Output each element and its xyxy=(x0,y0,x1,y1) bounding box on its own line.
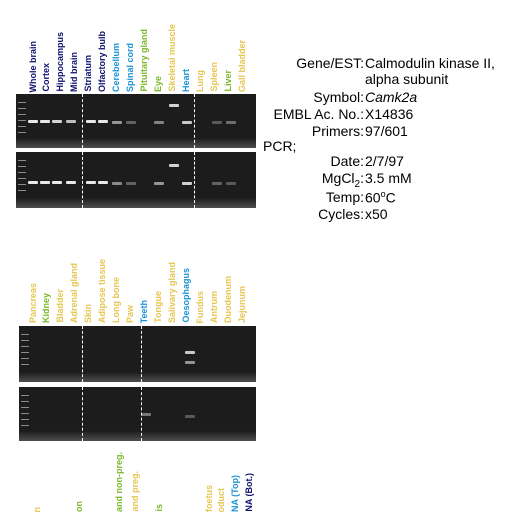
lane-label: NA (Bot.) xyxy=(244,473,254,512)
lane-label: Long bone xyxy=(111,277,121,323)
gel-image-mid-lower xyxy=(19,387,256,441)
gel-image-top-lower xyxy=(16,152,256,208)
lane-label: Bladder xyxy=(55,289,65,323)
lane-label: Spleen xyxy=(209,62,219,92)
lane-label: Pituitary gland xyxy=(139,29,149,92)
primers-key: Primers: xyxy=(311,123,364,139)
cycles-value: x50 xyxy=(365,206,388,222)
gene-value-line2: alpha subunit xyxy=(365,71,449,87)
lane-label: Antrum xyxy=(209,291,219,323)
date-key: Date: xyxy=(330,153,364,169)
symbol-value: Camk2a xyxy=(365,89,418,105)
bottom-lane-labels: n on and non-preg. and preg. is foetus oduct NA… xyxy=(28,447,268,512)
lane-label: Olfactory bulb xyxy=(97,30,107,92)
lane-label: Lung xyxy=(195,70,205,92)
lane-label: Fundus xyxy=(195,290,205,324)
lane-label: Duodenum xyxy=(223,276,233,323)
lane-label: and non-preg. xyxy=(114,452,124,512)
gene-key: Gene/EST: xyxy=(296,55,364,71)
lane-label: Adipose tissue xyxy=(97,258,107,323)
mgcl2-key: MgCl2: xyxy=(321,170,364,190)
lane-label: is xyxy=(154,504,164,512)
info-panel: Gene/EST: Calmodulin kinase II, alpha su… xyxy=(260,55,512,225)
lane-label: Liver xyxy=(223,70,233,92)
lane-label: NA (Top) xyxy=(230,475,240,512)
lane-label: Paw xyxy=(125,304,135,323)
temp-key: Temp: xyxy=(325,189,364,205)
lane-label: Tongue xyxy=(153,291,163,323)
lane-label: and preg. xyxy=(130,471,140,512)
gel-image-top-upper xyxy=(16,94,256,148)
cycles-key: Cycles: xyxy=(318,206,364,222)
lane-label: Mid brain xyxy=(69,52,79,92)
lane-label: Heart xyxy=(181,68,191,92)
symbol-key: Symbol: xyxy=(313,89,364,105)
lane-label: on xyxy=(74,501,84,512)
embl-key: EMBL Ac. No.: xyxy=(273,106,364,122)
lane-label: Whole brain xyxy=(28,40,38,93)
primers-value: 97/601 xyxy=(365,123,408,139)
lane-label: Cerebellum xyxy=(111,42,121,92)
lane-label: Teeth xyxy=(139,299,149,323)
lane-label: Oesophagus xyxy=(181,268,191,323)
lane-label: Jejunum xyxy=(237,285,247,323)
embl-value: X14836 xyxy=(365,106,414,122)
lane-label: Kidney xyxy=(41,292,51,323)
gene-value-line1: Calmodulin kinase II, xyxy=(365,55,495,71)
temp-value: 60oC xyxy=(365,189,396,206)
lane-label: oduct xyxy=(216,487,226,512)
lane-label: Eye xyxy=(153,75,163,92)
mgcl2-value: 3.5 mM xyxy=(365,170,412,186)
lane-label: Pancreas xyxy=(28,282,38,323)
lane-label: Gall bladder xyxy=(237,39,247,92)
date-value: 2/7/97 xyxy=(365,153,404,169)
lane-label: Salivary gland xyxy=(167,261,177,323)
lane-label: Skin xyxy=(83,303,93,323)
lane-label: Skeletal muscle xyxy=(167,24,177,92)
lane-label: Adrenal gland xyxy=(69,262,79,323)
pcr-label: PCR; xyxy=(263,138,297,154)
gel-image-mid-upper xyxy=(19,326,256,382)
lane-label: n xyxy=(32,506,42,512)
top-lane-labels: Whole brain Cortex Hippocampus Mid brain Str… xyxy=(28,2,268,92)
lane-label: Spinal cord xyxy=(125,42,135,92)
lane-label: Hippocampus xyxy=(55,32,65,92)
lane-label: Cortex xyxy=(41,63,51,92)
lane-label: Striatum xyxy=(83,55,93,92)
mid-lane-labels: Pancreas Kidney Bladder Adrenal gland Skin Ad… xyxy=(28,240,268,323)
lane-label: foetus xyxy=(204,485,214,512)
